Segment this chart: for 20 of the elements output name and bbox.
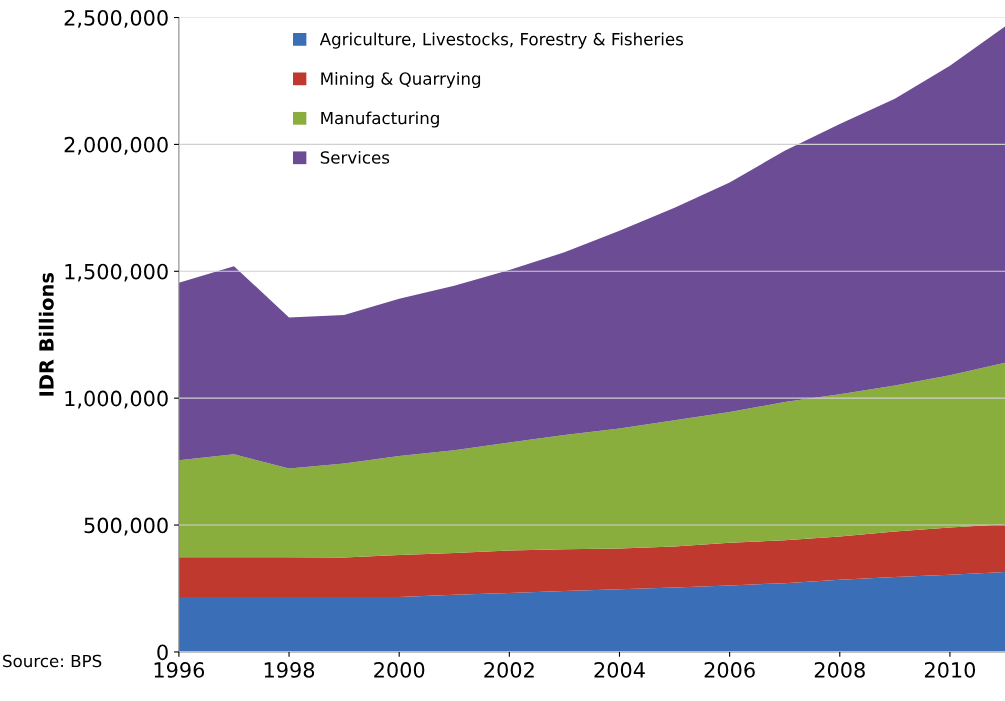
y-tick-label: 2,000,000 <box>64 136 168 155</box>
x-tick-label: 2008 <box>814 662 865 678</box>
y-tick-label: 2,500,000 <box>64 9 168 28</box>
legend-label: Manufacturing <box>321 111 439 128</box>
x-tick-label: 2006 <box>704 662 755 678</box>
y-tick-label: 1,500,000 <box>65 263 168 282</box>
y-axis-title: IDR Billions <box>38 272 54 396</box>
y-tick-label: 1,000,000 <box>65 390 168 409</box>
x-tick-label: 2000 <box>374 662 425 678</box>
x-tick-label: 2010 <box>924 662 976 678</box>
x-tick-label: 1996 <box>154 662 205 678</box>
source-note: Source: BPS <box>3 654 102 668</box>
x-tick-label: 2004 <box>594 662 645 678</box>
legend-label: Services <box>320 150 390 164</box>
legend-label: Mining & Quarrying <box>321 71 481 89</box>
legend-label: Agriculture, Livestocks, Forestry & Fisheries <box>319 32 684 49</box>
x-tick-label: 2002 <box>484 662 534 678</box>
x-tick-label: 1998 <box>264 662 315 678</box>
y-tick-label: 0 <box>157 644 168 661</box>
y-tick-label: 500,000 <box>84 517 168 536</box>
